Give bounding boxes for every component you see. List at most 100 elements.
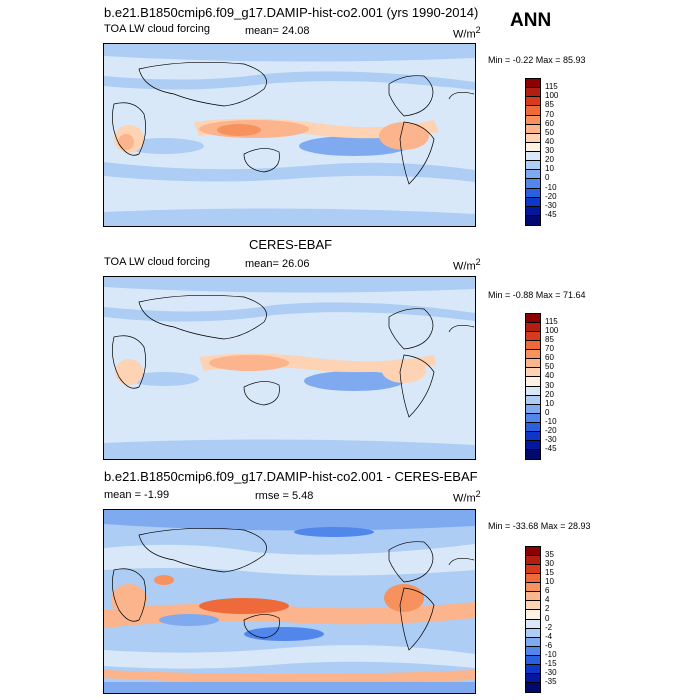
colorbar-cell [526, 97, 540, 107]
colorbar-cell [526, 610, 540, 620]
colorbar-tick-label: 10 [545, 164, 554, 174]
colorbar-tick-label: 115 [545, 82, 558, 92]
colorbar-cell [526, 215, 540, 225]
colorbar-cell [526, 404, 540, 414]
colorbar-cell [526, 601, 540, 611]
colorbar-tick-label: -10 [545, 182, 557, 192]
colorbar-cell [526, 583, 540, 593]
colorbar-cell [526, 377, 540, 387]
panel-3-units: W/m2 [453, 489, 481, 505]
panel-2-title: CERES-EBAF [249, 237, 333, 252]
colorbar-tick-label: -45 [545, 209, 557, 219]
colorbar-tick-label: -4 [545, 631, 553, 641]
colorbar-cell [526, 413, 540, 423]
colorbar-cell [526, 422, 540, 432]
colorbar-tick-label: 70 [545, 109, 554, 119]
colorbar-tick-label: 70 [545, 344, 554, 354]
colorbar-cell [526, 592, 540, 602]
colorbar-cell [526, 142, 540, 152]
colorbar-tick-label: 20 [545, 155, 554, 165]
colorbar-cell [526, 682, 540, 692]
colorbar-cell [526, 170, 540, 180]
colorbar-cell [526, 368, 540, 378]
colorbar-tick-label: 4 [545, 595, 550, 605]
colorbar-tick-label: 50 [545, 362, 554, 372]
panel-3-title: b.e21.B1850cmip6.f09_g17.DAMIP-hist-co2.… [104, 469, 478, 484]
colorbar-tick-label: 85 [545, 100, 554, 110]
colorbar-cell [526, 206, 540, 216]
colorbar-tick-label: -10 [545, 416, 557, 426]
colorbar-tick-label: -20 [545, 425, 557, 435]
colorbar-cell [526, 79, 540, 89]
colorbar-tick-label: 10 [545, 398, 554, 408]
colorbar-cell [526, 106, 540, 116]
panel-3-colorbar [525, 546, 541, 693]
colorbar-cell [526, 655, 540, 665]
colorbar-cell [526, 188, 540, 198]
colorbar-tick-label: 2 [545, 604, 550, 614]
colorbar-cell [526, 431, 540, 441]
colorbar-cell [526, 323, 540, 333]
colorbar-cell [526, 124, 540, 134]
colorbar-tick-label: 0 [545, 613, 550, 623]
panel-3-mean-label: mean = -1.99 [104, 489, 170, 501]
colorbar-tick-label: 50 [545, 127, 554, 137]
colorbar-tick-label: 20 [545, 389, 554, 399]
panel-1-colorbar [525, 78, 541, 226]
panel-3-map [103, 509, 476, 694]
colorbar-cell [526, 628, 540, 638]
colorbar-tick-label: -30 [545, 667, 557, 677]
colorbar-tick-label: 100 [545, 326, 559, 336]
panel-1-title: b.e21.B1850cmip6.f09_g17.DAMIP-hist-co2.… [104, 5, 479, 20]
colorbar-cell [526, 115, 540, 125]
panel-2-mean-label: mean= 26.06 [245, 258, 310, 270]
colorbar-tick-label: 35 [545, 550, 554, 560]
colorbar-cell [526, 152, 540, 162]
panel-2-minmax: Min = -0.88 Max = 71.64 [488, 290, 586, 300]
panel-1-units: W/m2 [453, 25, 481, 41]
colorbar-cell [526, 197, 540, 207]
panel-2-variable-label: TOA LW cloud forcing [104, 256, 210, 268]
colorbar-tick-label: 0 [545, 173, 550, 183]
panel-1-minmax: Min = -0.22 Max = 85.93 [488, 55, 586, 65]
colorbar-cell [526, 179, 540, 189]
colorbar-tick-label: -2 [545, 622, 553, 632]
colorbar-tick-label: 10 [545, 577, 554, 587]
panel-2-colorbar [525, 313, 541, 460]
colorbar-tick-label: 60 [545, 353, 554, 363]
colorbar-tick-label: -30 [545, 200, 557, 210]
colorbar-cell [526, 449, 540, 459]
colorbar-cell [526, 332, 540, 342]
colorbar-tick-label: 40 [545, 136, 554, 146]
colorbar-tick-label: 85 [545, 335, 554, 345]
colorbar-cell [526, 88, 540, 98]
colorbar-tick-label: 30 [545, 380, 554, 390]
colorbar-cell [526, 673, 540, 683]
colorbar-tick-label: -6 [545, 640, 553, 650]
colorbar-cell [526, 664, 540, 674]
colorbar-tick-label: 115 [545, 317, 558, 327]
panel-2-units: W/m2 [453, 257, 481, 273]
colorbar-tick-label: 60 [545, 118, 554, 128]
panel-3-rmse-label: rmse = 5.48 [255, 490, 314, 502]
colorbar-cell [526, 133, 540, 143]
colorbar-tick-label: -10 [545, 649, 557, 659]
colorbar-tick-label: 15 [545, 568, 554, 578]
colorbar-tick-label: -20 [545, 191, 557, 201]
panel-1-mean-label: mean= 24.08 [245, 25, 310, 37]
panel-1-map [103, 43, 476, 227]
colorbar-cell [526, 556, 540, 566]
colorbar-cell [526, 386, 540, 396]
colorbar-tick-label: -15 [545, 658, 557, 668]
colorbar-cell [526, 350, 540, 360]
colorbar-cell [526, 565, 540, 575]
colorbar-cell [526, 574, 540, 584]
colorbar-tick-label: 100 [545, 91, 559, 101]
colorbar-cell [526, 547, 540, 557]
colorbar-cell [526, 161, 540, 171]
colorbar-tick-label: 40 [545, 371, 554, 381]
colorbar-tick-label: 30 [545, 146, 554, 155]
colorbar-cell [526, 619, 540, 629]
colorbar-tick-label: -45 [545, 443, 557, 453]
colorbar-cell [526, 314, 540, 324]
